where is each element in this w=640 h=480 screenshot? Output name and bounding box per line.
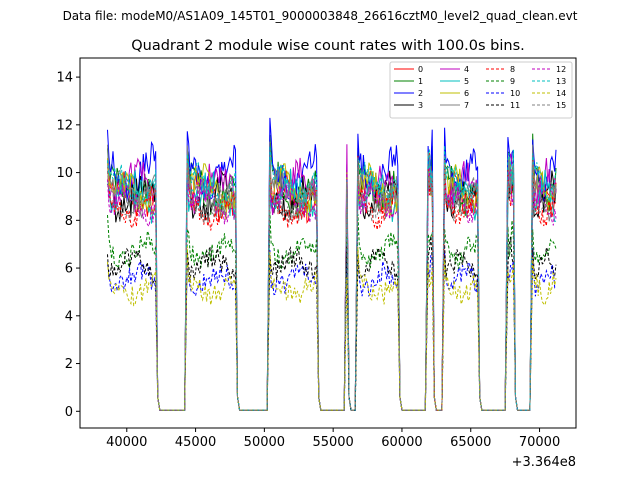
legend-label-0: 0 — [418, 65, 423, 74]
x-tick-label: 60000 — [381, 435, 422, 450]
x-axis: 40000 45000 50000 55000 60000 65000 70000 — [106, 428, 560, 450]
series-2-line — [107, 117, 557, 411]
x-tick-label: 55000 — [312, 435, 353, 450]
plot-frame — [79, 57, 577, 429]
chart-title: Quadrant 2 module wise count rates with … — [131, 38, 525, 54]
legend-label-5: 5 — [464, 77, 469, 86]
series-12-line — [107, 167, 557, 411]
series-3-line — [107, 156, 557, 411]
series-6-line — [107, 157, 557, 411]
series-layer — [107, 117, 557, 411]
legend-label-3: 3 — [418, 101, 423, 110]
y-tick-label: 12 — [56, 118, 73, 133]
y-tick-label: 0 — [65, 405, 73, 420]
series-4-line — [107, 144, 557, 411]
legend-label-12: 12 — [556, 65, 566, 74]
legend-label-6: 6 — [464, 89, 469, 98]
suptitle: Data file: modeM0/AS1A09_145T01_90000038… — [63, 9, 578, 23]
legend-box — [389, 61, 573, 119]
x-tick-label: 70000 — [519, 435, 560, 450]
y-tick-label: 14 — [56, 71, 73, 86]
series-1-line — [107, 133, 557, 411]
y-tick-label: 10 — [56, 166, 73, 181]
legend-label-1: 1 — [418, 77, 423, 86]
series-7-line — [107, 141, 557, 411]
x-tick-label: 45000 — [175, 435, 216, 450]
legend-label-10: 10 — [510, 89, 520, 98]
series-9-line — [107, 211, 557, 411]
x-tick-label: 50000 — [244, 435, 285, 450]
legend-label-8: 8 — [510, 65, 515, 74]
series-10-line — [107, 247, 557, 411]
series-14-line — [107, 246, 557, 411]
y-tick-label: 4 — [65, 309, 73, 324]
series-5-line — [107, 160, 557, 411]
series-15-line — [107, 156, 557, 411]
series-11-line — [107, 236, 557, 411]
series-8-line — [107, 155, 557, 411]
y-axis: 0 2 4 6 8 10 12 14 — [56, 71, 80, 420]
series-13-line — [107, 145, 557, 411]
y-tick-label: 2 — [65, 357, 73, 372]
legend-label-7: 7 — [464, 101, 469, 110]
legend-label-9: 9 — [510, 77, 515, 86]
legend-label-13: 13 — [556, 77, 566, 86]
x-tick-label: 40000 — [106, 435, 147, 450]
legend-label-11: 11 — [510, 101, 520, 110]
y-tick-label: 8 — [65, 214, 73, 229]
x-tick-label: 65000 — [450, 435, 491, 450]
series-0-line — [107, 153, 557, 411]
x-offset-label: +3.364e8 — [512, 455, 576, 470]
legend-label-14: 14 — [556, 89, 566, 98]
legend-label-4: 4 — [464, 65, 469, 74]
legend-label-2: 2 — [418, 89, 423, 98]
legend-label-15: 15 — [556, 101, 566, 110]
y-tick-label: 6 — [65, 262, 73, 277]
